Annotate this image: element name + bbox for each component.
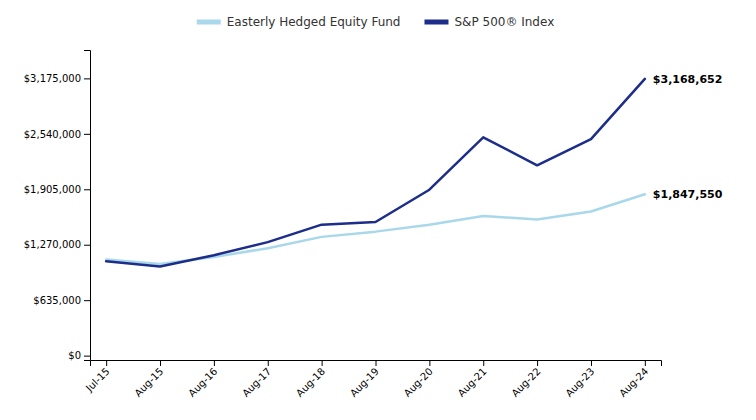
x-tick-label: Aug-21 (456, 366, 489, 399)
y-tick-label: $1,905,000 (24, 184, 81, 195)
y-tick-mark (84, 245, 90, 246)
y-tick-mark (84, 189, 90, 190)
x-tick-label: Aug-18 (294, 366, 327, 399)
x-tick-mark (268, 360, 269, 366)
end-label: $3,168,652 (653, 73, 723, 86)
x-tick: Aug-23 (563, 360, 596, 399)
x-tick-mark (376, 360, 377, 366)
annotations: $3,168,652 $1,847,550 (653, 73, 723, 201)
x-tick-mark (214, 360, 215, 366)
x-tick: Aug-19 (348, 360, 381, 399)
x-axis-line (91, 361, 662, 367)
legend-item: Easterly Hedged Equity Fund (197, 15, 401, 29)
chart: $0 $635,000 $1,270,000 $1,905,000 $2,540,000… (0, 0, 756, 420)
y-axis: $0 $635,000 $1,270,000 $1,905,000 $2,540,000… (24, 51, 91, 362)
x-tick-label: Aug-19 (348, 366, 381, 399)
x-tick-label: Jul-15 (83, 366, 112, 395)
y-tick-mark (84, 356, 90, 357)
x-tick-mark (537, 360, 538, 366)
x-tick-mark (106, 360, 107, 366)
y-tick-label: $1,270,000 (24, 239, 81, 250)
x-tick: Aug-24 (617, 360, 650, 399)
x-tick: Aug-22 (509, 360, 542, 399)
legend-swatch (197, 20, 221, 25)
y-tick-mark (84, 78, 90, 79)
y-tick-label: $635,000 (33, 295, 81, 306)
x-tick-mark (591, 360, 592, 366)
y-tick-mark (84, 300, 90, 301)
x-tick: Aug-17 (240, 360, 273, 399)
legend-label: S&P 500® Index (454, 15, 554, 29)
x-tick-mark (429, 360, 430, 366)
x-tick-mark (645, 360, 646, 366)
x-tick: Aug-21 (456, 360, 489, 399)
y-tick: $2,540,000 (24, 129, 90, 140)
y-tick-label: $2,540,000 (24, 129, 81, 140)
x-tick-mark (322, 360, 323, 366)
x-tick-label: Aug-17 (240, 366, 273, 399)
x-tick: Aug-20 (402, 360, 435, 399)
x-tick-label: Aug-20 (402, 366, 435, 399)
legend: Easterly Hedged Equity Fund S&P 500® Inde… (197, 15, 555, 29)
x-tick-label: Aug-16 (186, 366, 219, 399)
x-tick-mark (160, 360, 161, 366)
x-axis: Jul-15 Aug-15 Aug-16 Aug-17 Aug-18 Aug-19 Aug-… (83, 360, 661, 399)
series-line (106, 79, 645, 267)
y-axis-line (84, 51, 91, 361)
y-tick: $1,270,000 (24, 239, 90, 250)
y-tick: $3,175,000 (24, 73, 90, 84)
x-tick-label: Aug-24 (617, 366, 650, 399)
x-tick: Jul-15 (83, 360, 112, 394)
x-tick: Aug-18 (294, 360, 327, 399)
y-tick-label: $0 (68, 350, 81, 361)
y-tick: $1,905,000 (24, 184, 90, 195)
legend-label: Easterly Hedged Equity Fund (227, 15, 401, 29)
x-tick: Aug-15 (132, 360, 165, 399)
lines (106, 79, 645, 267)
y-tick-label: $3,175,000 (24, 73, 81, 84)
end-label: $1,847,550 (653, 188, 723, 201)
y-tick: $0 (68, 350, 90, 361)
x-tick-label: Aug-22 (509, 366, 542, 399)
y-tick-mark (84, 134, 90, 135)
x-tick-mark (483, 360, 484, 366)
plot: $0 $635,000 $1,270,000 $1,905,000 $2,540,000… (24, 51, 723, 399)
y-tick: $635,000 (33, 295, 90, 306)
series-line (106, 194, 645, 264)
legend-item: S&P 500® Index (424, 15, 554, 29)
x-tick-label: Aug-23 (563, 366, 596, 399)
legend-swatch (424, 20, 448, 25)
x-tick: Aug-16 (186, 360, 219, 399)
x-tick-label: Aug-15 (132, 366, 165, 399)
